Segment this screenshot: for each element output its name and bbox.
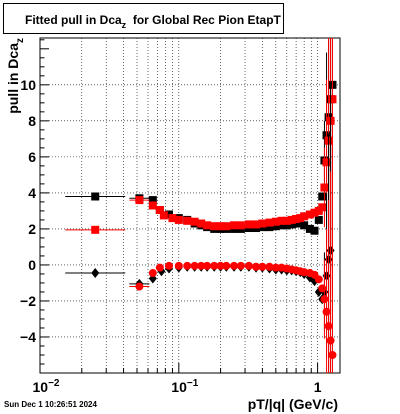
x-tick-label: 10−2 (33, 378, 60, 395)
data-point-circle (328, 350, 337, 359)
data-point-square (252, 220, 261, 229)
x-axis-label: pT/|q| (GeV/c) (248, 396, 338, 412)
x-tick-label: 1 (314, 379, 322, 395)
data-point-square (320, 183, 329, 192)
data-point-circle (322, 307, 331, 316)
data-point-circle (165, 261, 174, 270)
data-point-circle (271, 263, 280, 272)
data-point-square (314, 215, 323, 224)
data-point-square (322, 158, 331, 167)
data-point-circle (174, 261, 183, 270)
x-tick-label: 10−1 (171, 378, 198, 395)
data-point-circle (320, 295, 329, 304)
data-point-square (292, 215, 301, 224)
data-point-square (265, 218, 274, 227)
y-tick-label: 4 (28, 185, 36, 201)
data-point-square (168, 214, 177, 223)
data-point-circle (314, 275, 323, 284)
title-main: Fitted pull in Dca (25, 13, 122, 27)
data-point-square (310, 208, 319, 217)
y-tick-label: 8 (28, 113, 36, 129)
data-point-square (287, 215, 296, 224)
data-point-square (277, 216, 286, 225)
data-point-circle (135, 282, 144, 291)
title-box: Fitted pull in Dcaz for Global Rec Pion … (3, 3, 284, 34)
data-point-square (91, 192, 100, 201)
data-point-circle (258, 262, 267, 271)
data-point-square (292, 219, 301, 228)
data-point-square (216, 222, 225, 231)
data-point-square (318, 192, 327, 201)
chart-title: Fitted pull in Dcaz for Global Rec Pion … (25, 13, 281, 30)
y-tick-label: 6 (28, 149, 36, 165)
data-point-square (91, 225, 100, 234)
data-point-circle (203, 261, 212, 270)
data-point-circle (324, 322, 333, 331)
data-point-circle (210, 261, 219, 270)
data-point-square (183, 216, 192, 225)
data-point-square (174, 215, 183, 224)
data-point-square (271, 217, 280, 226)
data-point-circle (230, 261, 239, 270)
data-point-square (159, 211, 168, 220)
y-tick-label: −2 (20, 293, 36, 309)
data-point-square (203, 221, 212, 230)
data-point-circle (244, 261, 253, 270)
data-point-square (300, 212, 309, 221)
data-point-square (265, 223, 274, 232)
data-point-square (135, 196, 144, 205)
data-point-circle (222, 261, 231, 270)
y-tick-label: 10 (20, 77, 36, 93)
data-point-square (328, 95, 337, 104)
data-point-circle (155, 263, 164, 272)
data-point-square (300, 221, 309, 230)
data-point-square (155, 206, 164, 215)
data-point-square (236, 221, 245, 230)
timestamp: Sun Dec 1 10:26:51 2024 (4, 400, 97, 409)
data-point-square (210, 222, 219, 231)
data-point-circle (190, 261, 199, 270)
y-tick-label: 0 (28, 257, 36, 273)
data-point-square (318, 203, 327, 212)
data-point-square (244, 220, 253, 229)
plot-frame (39, 37, 341, 374)
y-tick-label: −4 (20, 329, 36, 345)
data-point-square (230, 221, 239, 230)
data-point-circle (318, 284, 327, 293)
data-point-circle (216, 261, 225, 270)
data-point-diamond (91, 268, 100, 279)
data-point-square (271, 222, 280, 231)
data-point-square (282, 221, 291, 230)
data-point-square (222, 222, 231, 231)
data-point-circle (265, 262, 274, 271)
y-axis-label: pull in Dcaz (5, 38, 26, 114)
title-subscript: z (121, 20, 127, 30)
data-point-square (305, 224, 314, 233)
data-point-square (282, 216, 291, 225)
data-point-square (277, 221, 286, 230)
y-tick-label: 2 (28, 221, 36, 237)
data-point-square (258, 219, 267, 228)
data-point-square (287, 220, 296, 229)
data-point-circle (252, 262, 261, 271)
data-point-square (148, 196, 157, 205)
data-point-square (305, 210, 314, 219)
data-point-square (197, 219, 206, 228)
data-point-circle (148, 269, 157, 278)
data-point-square (148, 201, 157, 210)
data-point-circle (236, 261, 245, 270)
data-point-square (190, 217, 199, 226)
title-suffix: for Global Rec Pion EtapT (132, 13, 281, 27)
data-point-circle (197, 261, 206, 270)
data-point-circle (326, 336, 335, 345)
data-point-circle (183, 261, 192, 270)
data-point-square (310, 226, 319, 235)
